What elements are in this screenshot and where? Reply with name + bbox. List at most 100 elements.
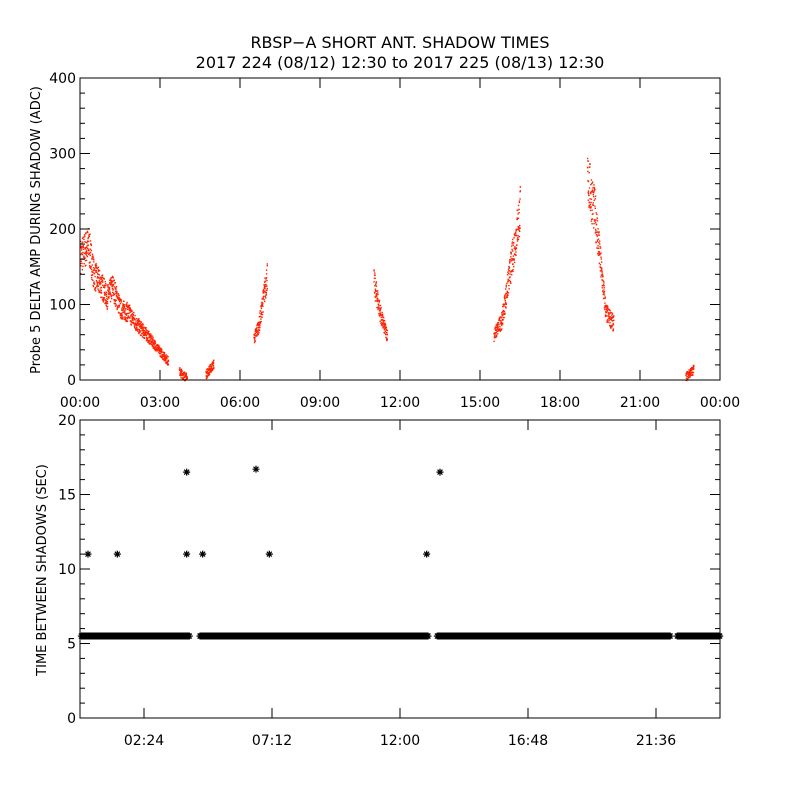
data-point bbox=[81, 247, 83, 249]
data-point bbox=[157, 346, 160, 348]
data-point bbox=[608, 316, 610, 318]
data-point bbox=[601, 273, 603, 275]
data-point bbox=[126, 320, 129, 322]
top-x-tick-label: 00:00 bbox=[700, 395, 740, 411]
data-point bbox=[499, 328, 501, 330]
data-point bbox=[114, 300, 116, 303]
data-point bbox=[514, 246, 516, 248]
data-point bbox=[114, 282, 116, 284]
data-point bbox=[91, 278, 93, 281]
data-point bbox=[129, 315, 132, 317]
data-point bbox=[125, 308, 127, 310]
data-point bbox=[147, 341, 150, 343]
data-point bbox=[517, 235, 519, 237]
data-point bbox=[205, 375, 207, 377]
data-point bbox=[80, 272, 82, 275]
data-point bbox=[599, 270, 602, 272]
data-point bbox=[140, 321, 143, 323]
data-point bbox=[516, 217, 518, 219]
data-point bbox=[519, 224, 521, 227]
data-point bbox=[185, 373, 187, 376]
data-point bbox=[93, 282, 95, 284]
data-point bbox=[154, 341, 156, 343]
data-point bbox=[114, 300, 116, 302]
data-point bbox=[263, 298, 265, 301]
data-point bbox=[264, 291, 266, 293]
data-point bbox=[96, 277, 98, 279]
data-point bbox=[504, 295, 506, 297]
data-point bbox=[509, 271, 512, 273]
data-point bbox=[517, 236, 519, 239]
data-point bbox=[144, 334, 146, 337]
data-point bbox=[512, 270, 514, 272]
data-point bbox=[374, 300, 377, 302]
bottom-panel-points bbox=[77, 465, 724, 640]
data-point bbox=[254, 333, 256, 335]
data-point bbox=[606, 319, 609, 321]
data-point bbox=[374, 277, 376, 279]
data-point bbox=[112, 277, 114, 279]
bottom-y-tick-label: 10 bbox=[58, 562, 76, 578]
data-point bbox=[134, 318, 136, 321]
data-point bbox=[92, 285, 95, 288]
data-point bbox=[119, 300, 121, 303]
data-point bbox=[601, 290, 604, 292]
data-point bbox=[164, 358, 167, 360]
data-point bbox=[105, 295, 108, 298]
data-point bbox=[254, 334, 256, 336]
data-point bbox=[91, 257, 93, 260]
data-point bbox=[508, 284, 510, 287]
data-point bbox=[82, 245, 84, 247]
data-point bbox=[261, 298, 263, 300]
data-point bbox=[515, 233, 517, 235]
data-point bbox=[386, 334, 388, 336]
data-point bbox=[264, 280, 266, 282]
data-point bbox=[602, 275, 604, 278]
data-point bbox=[497, 326, 499, 328]
data-point bbox=[384, 319, 386, 322]
data-point bbox=[143, 331, 145, 334]
data-point bbox=[257, 333, 259, 336]
data-point bbox=[119, 315, 122, 317]
data-point bbox=[82, 265, 84, 268]
data-point bbox=[385, 326, 387, 328]
chart-subtitle: 2017 224 (08/12) 12:30 to 2017 225 (08/1… bbox=[196, 53, 605, 72]
data-point bbox=[96, 267, 98, 269]
data-point bbox=[597, 228, 599, 230]
data-point bbox=[379, 313, 382, 315]
data-point bbox=[163, 351, 166, 354]
data-point bbox=[508, 270, 510, 272]
data-point bbox=[689, 371, 691, 373]
data-point bbox=[501, 328, 503, 330]
data-point bbox=[381, 319, 383, 322]
data-point bbox=[380, 316, 382, 319]
data-point bbox=[102, 276, 104, 279]
data-point bbox=[257, 332, 259, 334]
data-point bbox=[254, 332, 257, 334]
data-point bbox=[184, 378, 186, 381]
data-point bbox=[612, 322, 614, 325]
data-point bbox=[89, 252, 91, 255]
data-point bbox=[601, 261, 603, 263]
data-point bbox=[115, 285, 118, 288]
data-point bbox=[508, 277, 511, 279]
data-point bbox=[131, 311, 133, 313]
data-point bbox=[145, 340, 148, 342]
data-point bbox=[510, 251, 512, 253]
data-point bbox=[87, 248, 90, 250]
data-point bbox=[512, 268, 514, 271]
data-point bbox=[381, 313, 384, 315]
data-point bbox=[103, 278, 106, 280]
data-point bbox=[109, 283, 111, 285]
data-point bbox=[115, 294, 118, 296]
data-point bbox=[110, 283, 112, 285]
data-point bbox=[82, 241, 84, 243]
data-point bbox=[593, 219, 596, 221]
data-point bbox=[511, 259, 514, 261]
data-point bbox=[82, 236, 85, 238]
data-point bbox=[89, 261, 91, 263]
data-point bbox=[606, 305, 609, 307]
data-point bbox=[690, 368, 692, 370]
data-point bbox=[152, 337, 154, 340]
data-point bbox=[182, 377, 184, 379]
